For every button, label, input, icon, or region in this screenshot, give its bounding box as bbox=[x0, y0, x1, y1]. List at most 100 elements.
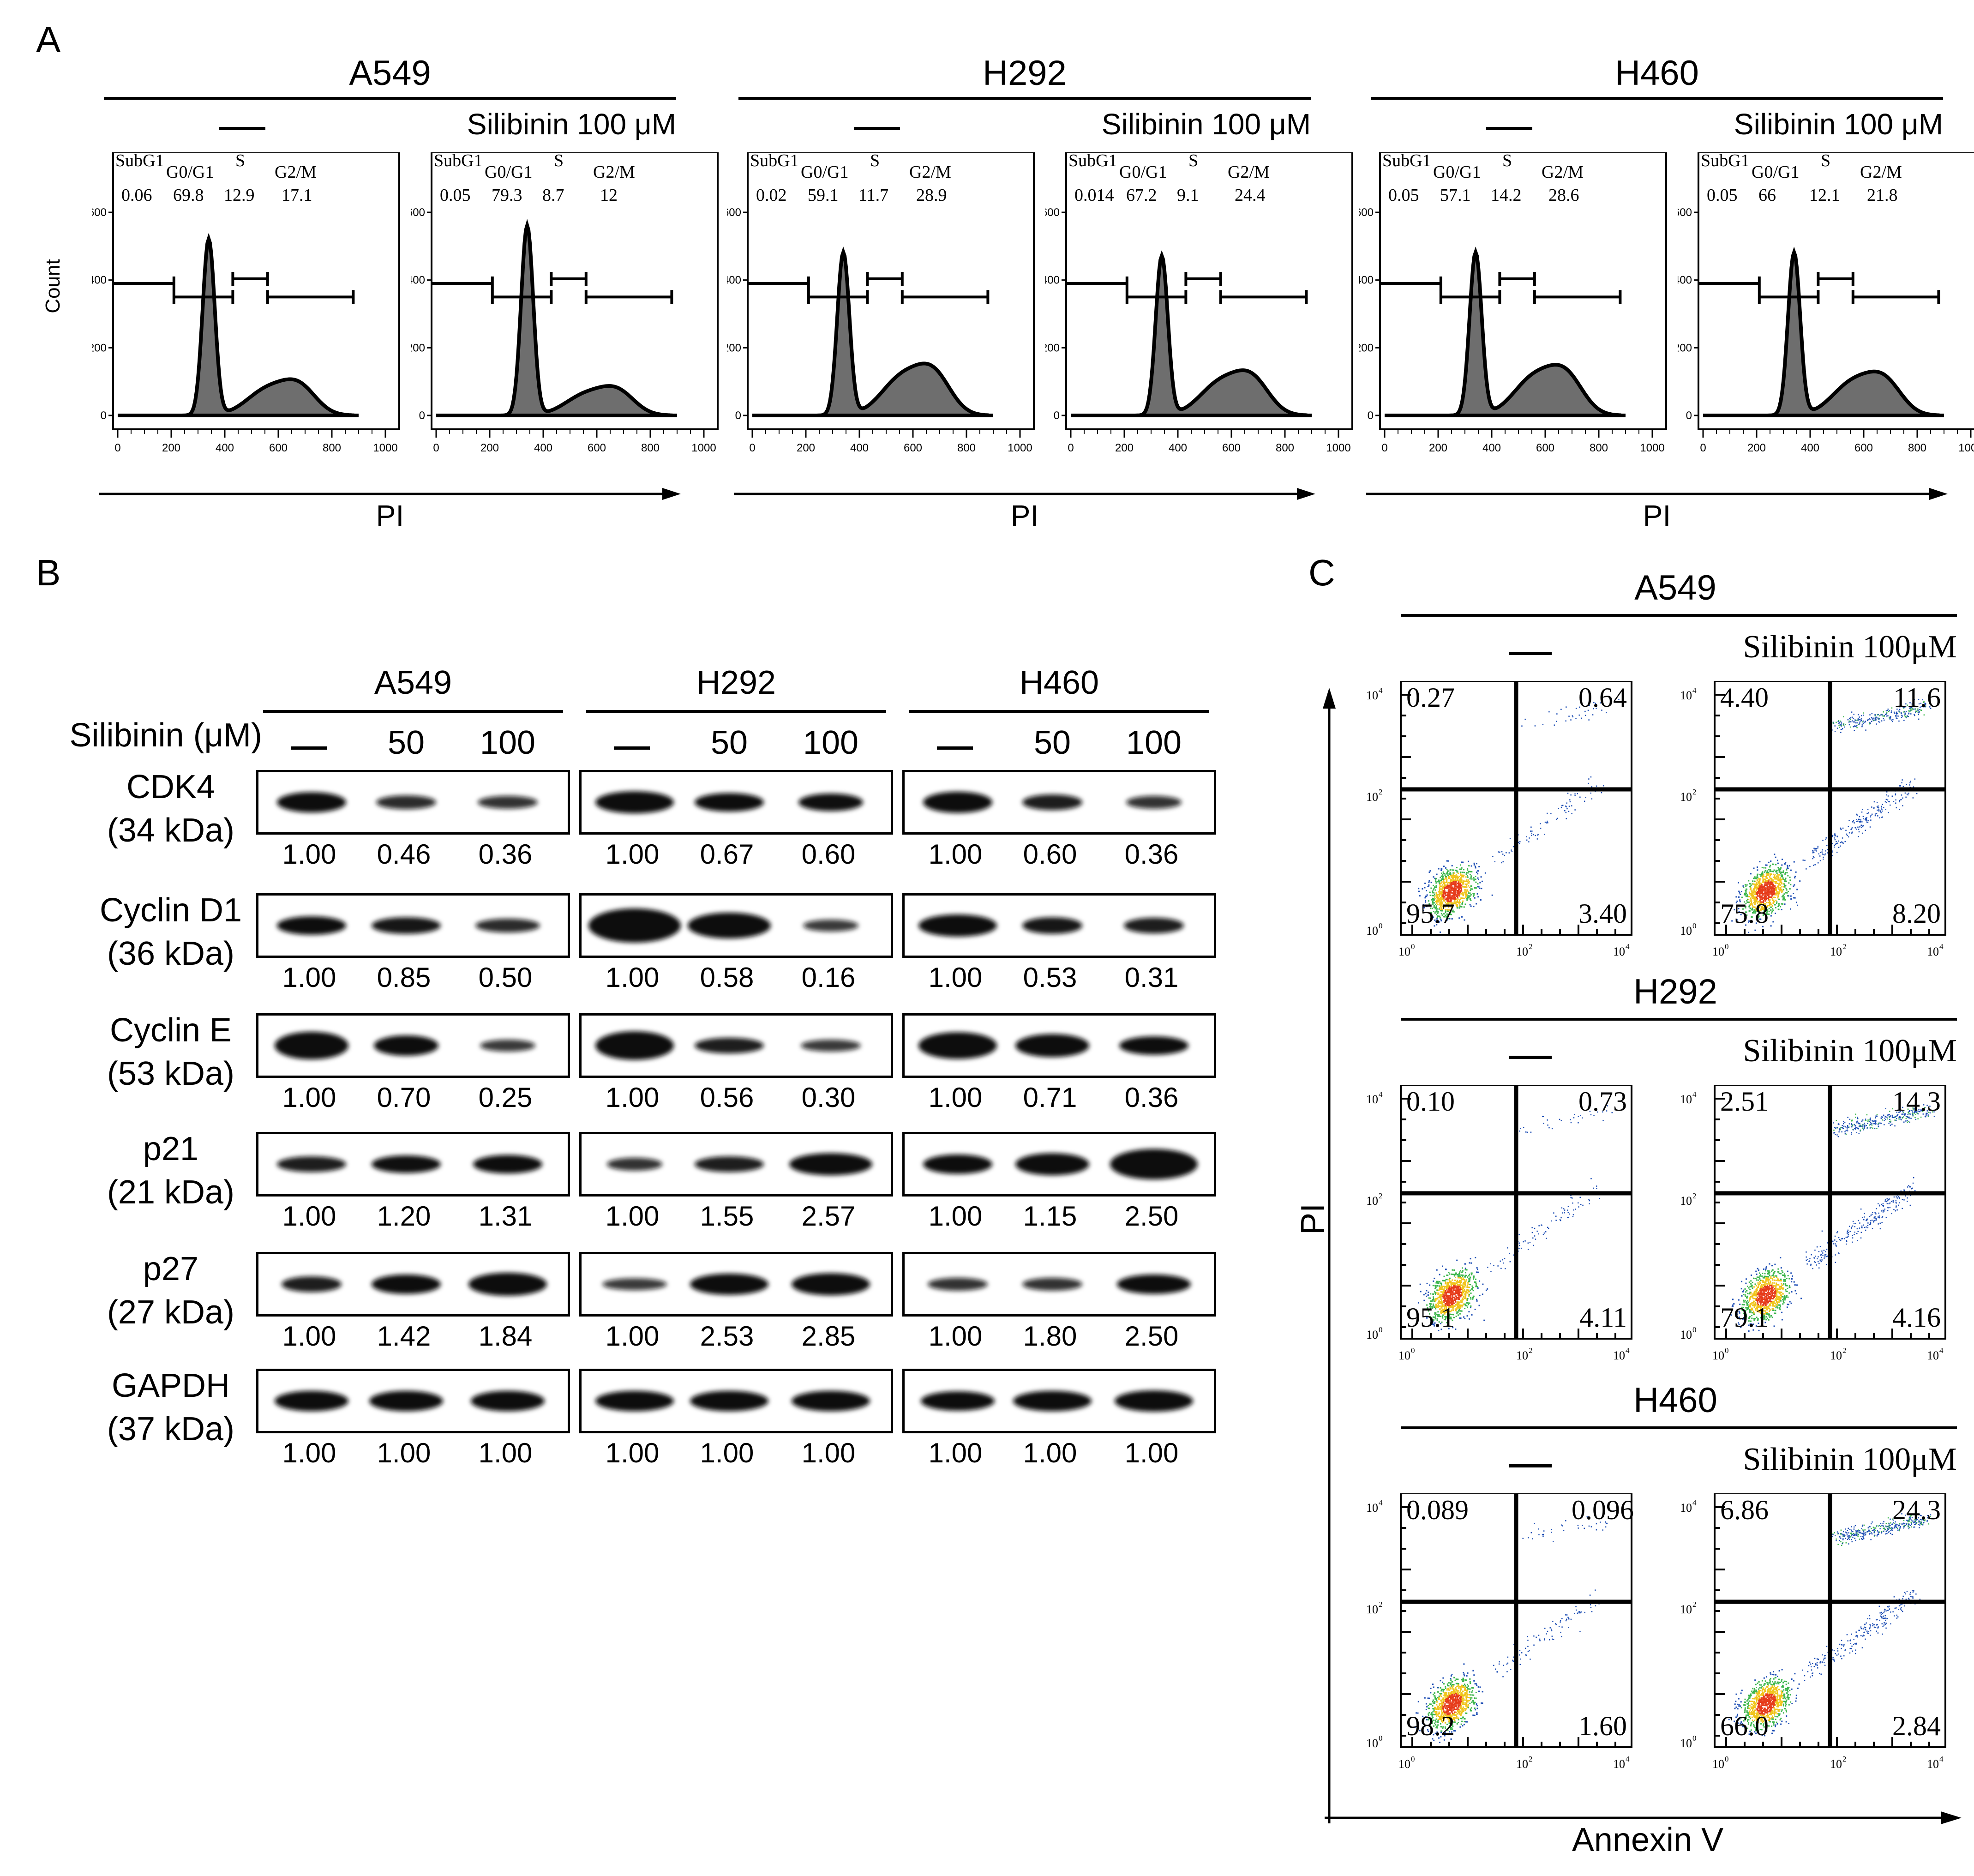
cell-event-dot bbox=[1770, 882, 1771, 884]
cell-event-dot bbox=[1451, 892, 1452, 894]
cell-event-dot bbox=[1458, 1310, 1459, 1312]
cell-event-dot bbox=[1840, 732, 1842, 734]
cell-event-dot bbox=[1765, 877, 1767, 879]
x-tick-label: 200 bbox=[1115, 442, 1134, 454]
cell-event-dot bbox=[1858, 818, 1860, 820]
x-axis-log-label-exponent: 2 bbox=[1842, 942, 1847, 951]
cell-event-dot bbox=[1816, 1264, 1818, 1266]
cell-event-dot bbox=[1861, 726, 1863, 728]
cell-event-dot bbox=[1451, 1309, 1452, 1311]
cell-event-dot bbox=[1426, 1304, 1428, 1306]
cell-event-dot bbox=[1447, 897, 1449, 899]
cell-event-dot bbox=[1460, 1284, 1462, 1286]
dna-content-histogram bbox=[118, 233, 359, 417]
cell-event-dot bbox=[1774, 1294, 1776, 1295]
cell-event-dot bbox=[1444, 1294, 1446, 1296]
cell-event-dot bbox=[1771, 1308, 1773, 1310]
cell-event-dot bbox=[1769, 875, 1771, 877]
cell-event-dot bbox=[1476, 893, 1478, 895]
x-axis-log-label-exponent: 2 bbox=[1529, 942, 1533, 951]
cell-event-dot bbox=[1818, 853, 1819, 854]
cell-event-dot bbox=[1485, 1289, 1487, 1291]
cell-event-dot bbox=[1460, 877, 1462, 879]
cell-event-dot bbox=[1465, 1275, 1467, 1276]
cell-event-dot bbox=[1449, 889, 1451, 891]
cell-event-dot bbox=[1767, 1284, 1769, 1286]
cell-event-dot bbox=[1467, 872, 1469, 874]
cell-event-dot bbox=[1759, 1275, 1761, 1277]
flow-dot-plot: 10 4 10 2 10 0 10 0 10 2 10 4 bbox=[1664, 1084, 1959, 1371]
cell-event-dot bbox=[1470, 894, 1472, 896]
cell-event-dot bbox=[1449, 1300, 1451, 1302]
cell-event-dot bbox=[1459, 1304, 1461, 1306]
cell-event-dot bbox=[1574, 809, 1576, 811]
cell-event-dot bbox=[1865, 818, 1866, 819]
cell-event-dot bbox=[1774, 1279, 1776, 1281]
cell-event-dot bbox=[1778, 874, 1780, 876]
cell-event-dot bbox=[1451, 907, 1452, 908]
cell-event-dot bbox=[1447, 860, 1449, 862]
cell-event-dot bbox=[1859, 826, 1860, 827]
cell-event-dot bbox=[1445, 877, 1447, 879]
cell-event-dot bbox=[1754, 902, 1756, 904]
cell-event-dot bbox=[1600, 702, 1601, 704]
cell-event-dot bbox=[1457, 906, 1458, 908]
cell-event-dot bbox=[1584, 715, 1586, 716]
cell-event-dot bbox=[1782, 859, 1783, 860]
cell-event-dot bbox=[1782, 1296, 1783, 1298]
cell-event-dot bbox=[1740, 1327, 1742, 1329]
cell-event-dot bbox=[1464, 1317, 1466, 1319]
cell-event-dot bbox=[1555, 1220, 1557, 1221]
protein-name: Cyclin D1 bbox=[99, 892, 242, 929]
cell-event-dot bbox=[1746, 911, 1747, 913]
cell-event-dot bbox=[1466, 1285, 1468, 1287]
cell-event-dot bbox=[1481, 880, 1483, 882]
cell-event-dot bbox=[1782, 1303, 1784, 1305]
cell-event-dot bbox=[1755, 908, 1757, 910]
cell-event-dot bbox=[1781, 864, 1783, 866]
cell-event-dot bbox=[1458, 1301, 1460, 1303]
cell-event-dot bbox=[1457, 871, 1458, 873]
cell-event-dot bbox=[1458, 884, 1460, 886]
cell-event-dot bbox=[1769, 899, 1771, 901]
cell-event-dot bbox=[1456, 891, 1458, 893]
cell-event-dot bbox=[1436, 1269, 1438, 1271]
cell-event-dot bbox=[1467, 882, 1469, 884]
cell-event-dot bbox=[1445, 1294, 1447, 1296]
cell-event-dot bbox=[1751, 1284, 1752, 1286]
cell-event-dot bbox=[1778, 1284, 1780, 1286]
cell-event-dot bbox=[1873, 808, 1875, 809]
cell-event-dot bbox=[1470, 871, 1471, 872]
cell-event-dot bbox=[1433, 1323, 1435, 1325]
cell-event-dot bbox=[1756, 882, 1758, 884]
cell-event-dot bbox=[1794, 884, 1795, 886]
cell-event-dot bbox=[1766, 877, 1768, 879]
cell-event-dot bbox=[1461, 1292, 1463, 1293]
cell-event-dot bbox=[1913, 703, 1915, 705]
cell-event-dot bbox=[1455, 874, 1457, 876]
cell-event-dot bbox=[1451, 1285, 1452, 1287]
cell-event-dot bbox=[1764, 1284, 1765, 1286]
cell-event-dot bbox=[1861, 827, 1862, 828]
cell-event-dot bbox=[1428, 1291, 1429, 1293]
treatment-label: Silibinin 100 μM bbox=[1734, 108, 1943, 141]
cell-event-dot bbox=[1440, 919, 1442, 920]
cell-event-dot bbox=[1526, 836, 1527, 837]
cell-event-dot bbox=[1773, 896, 1775, 898]
cell-event-dot bbox=[1430, 908, 1432, 909]
cell-event-dot bbox=[1755, 1308, 1757, 1310]
cell-event-dot bbox=[1758, 881, 1759, 883]
band-quantification: 1.84 bbox=[478, 1321, 533, 1352]
cell-event-dot bbox=[1451, 1314, 1453, 1316]
cell-event-dot bbox=[1784, 1283, 1786, 1285]
cell-event-dot bbox=[1457, 898, 1459, 900]
cell-event-dot bbox=[1458, 902, 1460, 903]
cell-event-dot bbox=[1924, 702, 1926, 704]
cell-event-dot bbox=[1450, 901, 1452, 902]
cell-event-dot bbox=[1781, 896, 1783, 898]
cell-event-dot bbox=[1441, 1287, 1443, 1289]
cell-event-dot bbox=[1490, 1271, 1492, 1272]
cell-event-dot bbox=[1588, 1199, 1590, 1200]
cell-event-dot bbox=[1454, 890, 1456, 891]
cell-event-dot bbox=[1452, 1279, 1453, 1281]
